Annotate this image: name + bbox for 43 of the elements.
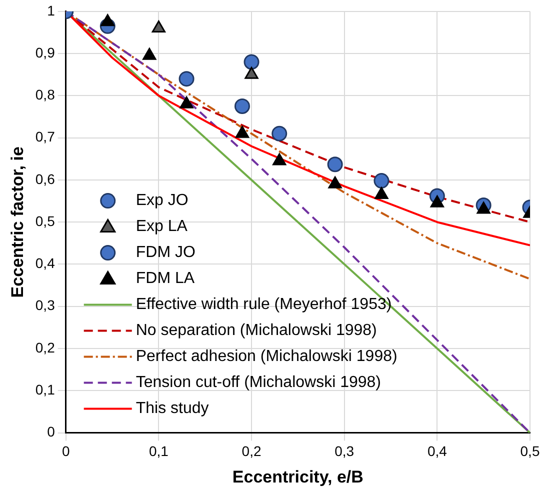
legend-label: No separation (Michalowski 1998) bbox=[136, 322, 377, 340]
legend-label: Exp JO bbox=[136, 192, 188, 210]
y-tick-label: 0,5 bbox=[35, 212, 56, 229]
point bbox=[272, 153, 286, 166]
point bbox=[244, 54, 260, 70]
legend-label: Tension cut-off (Michalowski 1998) bbox=[136, 374, 382, 392]
point bbox=[272, 126, 288, 142]
x-tick-label: 0,1 bbox=[148, 443, 169, 460]
y-tick-label: 0,7 bbox=[35, 128, 56, 145]
point bbox=[152, 20, 166, 33]
legend-label: Effective width rule (Meyerhof 1953) bbox=[136, 296, 392, 314]
point bbox=[100, 14, 114, 26]
point bbox=[244, 66, 258, 79]
point bbox=[476, 202, 490, 214]
y-tick-label: 0,2 bbox=[35, 339, 56, 356]
point bbox=[234, 98, 250, 114]
y-tick-label: 0,9 bbox=[35, 44, 56, 60]
point bbox=[235, 126, 250, 138]
y-tick-label: 1 bbox=[47, 2, 56, 18]
y-tick-label: 0 bbox=[47, 424, 56, 440]
legend-label: FDM JO bbox=[136, 244, 196, 262]
y-tick-label: 0,6 bbox=[35, 170, 56, 187]
y-tick-label: 0,4 bbox=[35, 255, 56, 272]
y-axis-title: Eccentric factor, ie bbox=[8, 146, 27, 298]
x-tick-label: 0,4 bbox=[427, 443, 448, 460]
legend-label: FDM LA bbox=[136, 270, 195, 288]
point bbox=[374, 186, 388, 199]
legend-label: Exp LA bbox=[136, 218, 188, 236]
x-tick-label: 0,2 bbox=[242, 443, 262, 460]
legend-label: Perfect adhesion (Michalowski 1998) bbox=[136, 348, 398, 366]
point bbox=[180, 96, 194, 108]
point bbox=[178, 71, 194, 87]
x-tick-label: 0,5 bbox=[520, 443, 540, 460]
y-tick-label: 0,3 bbox=[35, 297, 56, 314]
point bbox=[430, 195, 444, 208]
point bbox=[328, 176, 342, 188]
legend-label: This study bbox=[136, 400, 209, 418]
x-tick-label: 0,3 bbox=[334, 443, 354, 460]
x-axis-title: Eccentricity, e/B bbox=[232, 467, 364, 486]
y-tick-label: 0,1 bbox=[35, 382, 56, 398]
point bbox=[142, 48, 156, 60]
y-tick-label: 0,8 bbox=[35, 86, 56, 103]
x-tick-label: 0 bbox=[62, 443, 70, 460]
